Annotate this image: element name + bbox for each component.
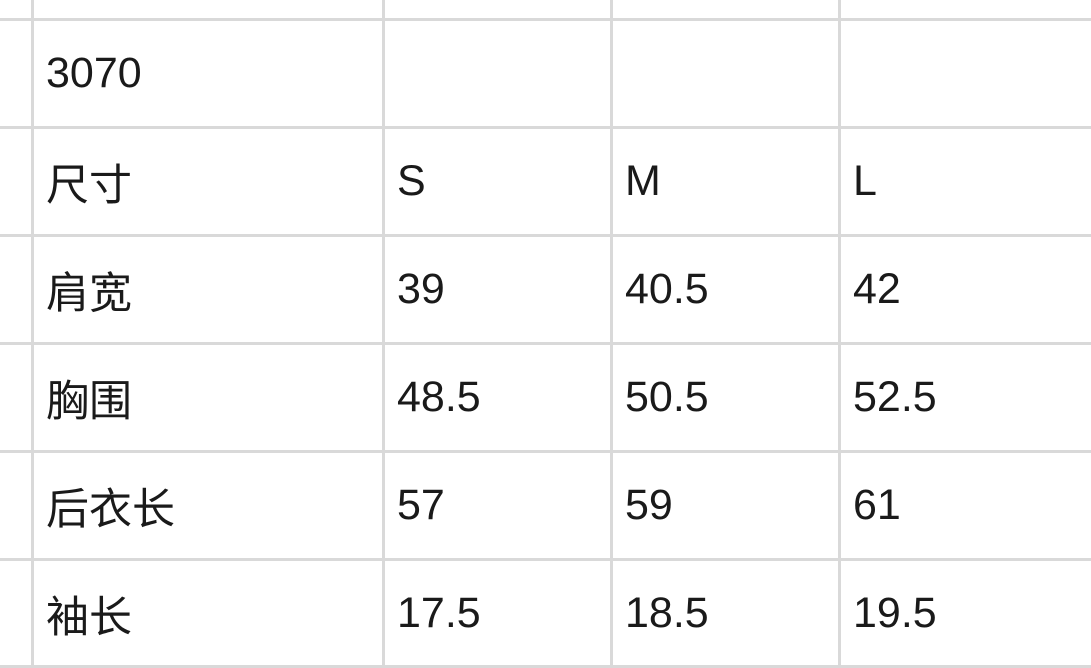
table-cell[interactable]: M [625, 157, 661, 205]
gridline [838, 0, 841, 667]
table-cell[interactable]: 52.5 [853, 373, 937, 421]
table-cell[interactable]: 肩宽 [46, 269, 132, 318]
table-cell[interactable]: 17.5 [397, 589, 481, 637]
table-cell[interactable] [383, 21, 611, 126]
table-cell[interactable] [611, 21, 839, 126]
table-cell[interactable]: 57 [397, 481, 445, 529]
table-cell[interactable]: L [853, 157, 877, 205]
table-cell[interactable]: 48.5 [397, 373, 481, 421]
table-cell[interactable]: 尺寸 [46, 161, 132, 210]
gridline [610, 0, 613, 667]
table-cell[interactable]: 40.5 [625, 265, 709, 313]
table-cell[interactable]: 18.5 [625, 589, 709, 637]
table-cell[interactable]: 61 [853, 481, 901, 529]
table-cell[interactable]: 59 [625, 481, 673, 529]
gridline [31, 0, 34, 667]
table-cell[interactable]: 50.5 [625, 373, 709, 421]
gridline [0, 558, 1091, 561]
gridline [0, 126, 1091, 129]
table-cell[interactable]: 19.5 [853, 589, 937, 637]
table-cell[interactable]: 胸围 [46, 377, 132, 426]
gridline [0, 342, 1091, 345]
table-cell[interactable]: 42 [853, 265, 901, 313]
table-cell[interactable]: 3070 [46, 49, 142, 97]
table-cell[interactable] [839, 21, 1091, 126]
table-cell[interactable]: 39 [397, 265, 445, 313]
table-cell[interactable]: 后衣长 [46, 485, 175, 534]
table-cell[interactable]: 袖长 [46, 593, 132, 642]
gridline [0, 18, 1091, 21]
table-cell[interactable]: S [397, 157, 426, 205]
gridline [382, 0, 385, 667]
gridline [0, 234, 1091, 237]
gridline [0, 450, 1091, 453]
